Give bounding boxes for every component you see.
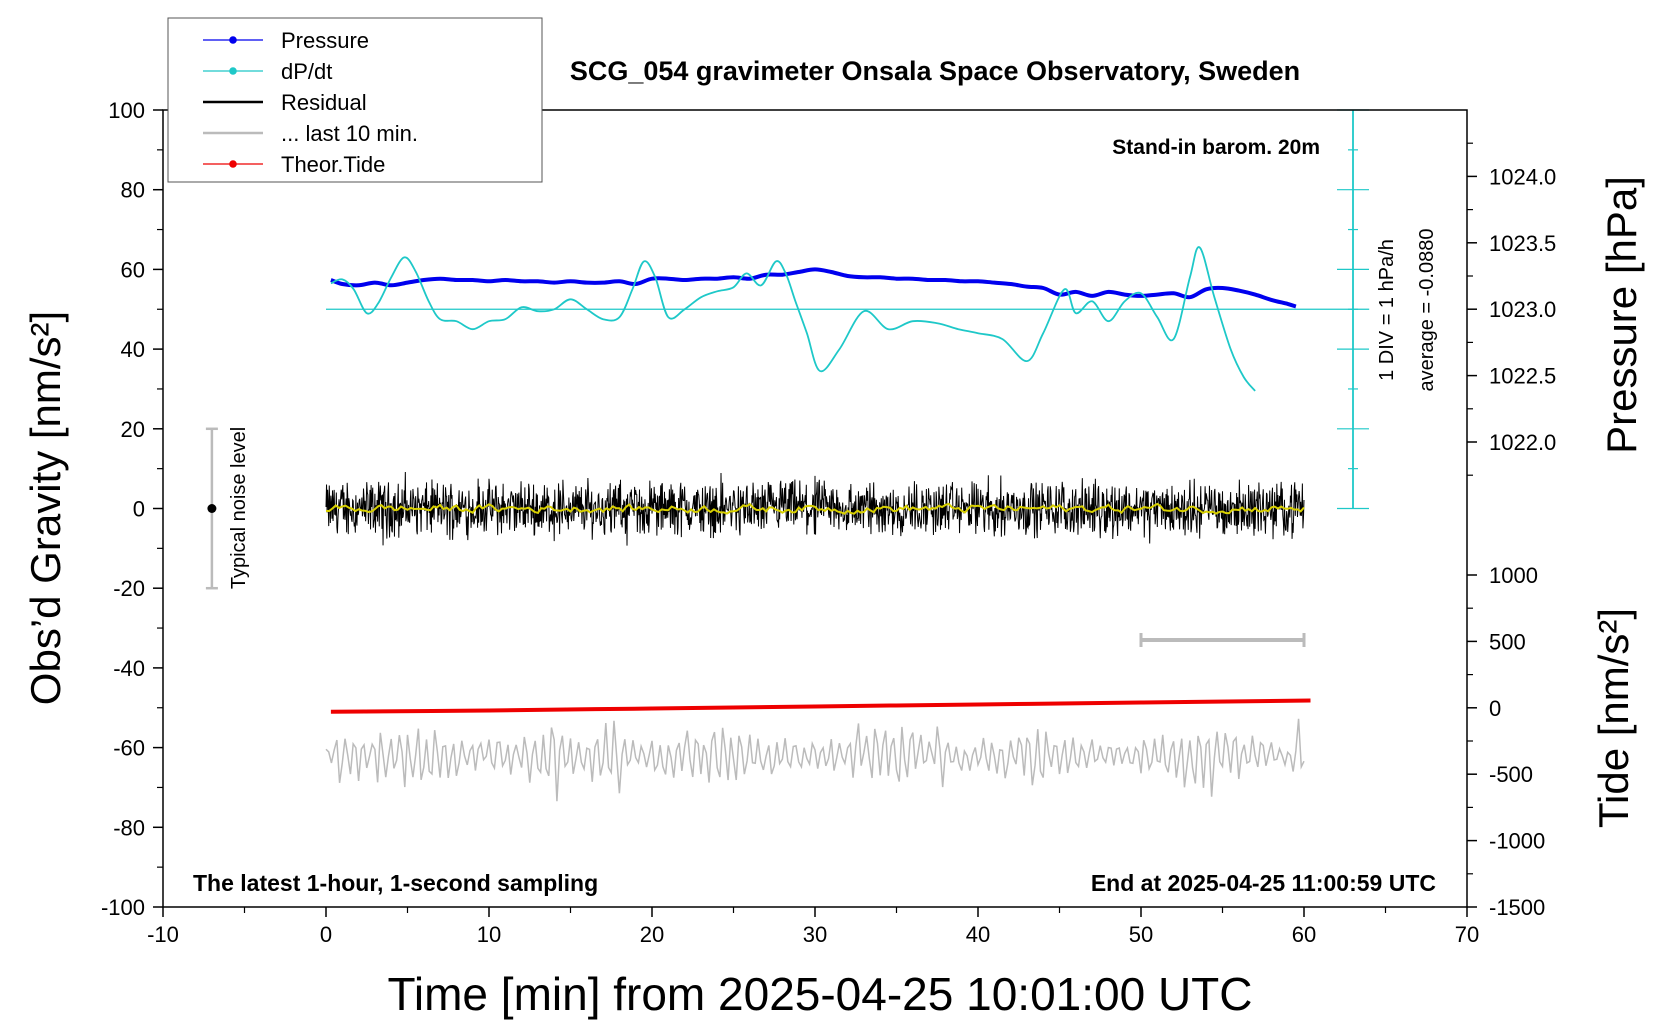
x-tick-label: 10 xyxy=(477,922,501,947)
legend-label: dP/dt xyxy=(281,59,332,84)
x-tick-label: 30 xyxy=(803,922,827,947)
chart-title: SCG_054 gravimeter Onsala Space Observat… xyxy=(570,56,1300,86)
legend-label: ... last 10 min. xyxy=(281,121,418,146)
pressure-tick-label: 1023.0 xyxy=(1489,297,1556,322)
legend-marker xyxy=(229,67,237,75)
residual-smoothed-line xyxy=(325,502,1305,515)
sampling-note: The latest 1-hour, 1-second sampling xyxy=(193,870,598,896)
y-tick-label: -60 xyxy=(113,736,145,761)
legend-label: Pressure xyxy=(281,28,369,53)
x-axis-label: Time [min] from 2025-04-25 10:01:00 UTC xyxy=(388,968,1253,1020)
legend-box xyxy=(167,17,543,183)
tide-tick-label: 500 xyxy=(1489,629,1526,654)
legend: Pressure dP/dt Residual ... last 10 min. The… xyxy=(167,17,543,183)
last-10-min-line xyxy=(325,718,1305,802)
tide-tick-label: 0 xyxy=(1489,696,1501,721)
pressure-tick-label: 1022.5 xyxy=(1489,364,1556,389)
residual-line xyxy=(325,471,1305,546)
dpdt-division-label: 1 DIV = 1 hPa/h xyxy=(1376,239,1398,381)
y-axis-label-tide: Tide [nm/s²] xyxy=(1590,608,1637,828)
pressure-tick-label: 1024.0 xyxy=(1489,164,1556,189)
noise-level-label: Typical noise level xyxy=(228,427,250,589)
legend-label: Theor.Tide xyxy=(281,152,385,177)
x-tick-label: 0 xyxy=(320,922,332,947)
axes: -10 0 10 20 30 40 50 60 70100806040200-20-40-60-… xyxy=(101,98,1556,947)
tide-tick-label: -1000 xyxy=(1489,829,1545,854)
theor-tide-line xyxy=(330,698,1311,714)
x-tick-label: 50 xyxy=(1129,922,1153,947)
y-tick-label: -40 xyxy=(113,656,145,681)
y-tick-label: 60 xyxy=(121,257,145,282)
pressure-line xyxy=(330,267,1297,309)
x-tick-label: 60 xyxy=(1292,922,1316,947)
x-tick-label: -10 xyxy=(147,922,179,947)
dpdt-average-label: average = -0.0880 xyxy=(1416,229,1438,392)
y-tick-label: -80 xyxy=(113,815,145,840)
y-axis-label-gravity: Obs’d Gravity [nm/s²] xyxy=(22,311,69,705)
dp-dt-line xyxy=(330,246,1256,392)
y-tick-label: 0 xyxy=(133,497,145,522)
legend-marker xyxy=(229,36,237,44)
x-tick-label: 40 xyxy=(966,922,990,947)
y-tick-label: 80 xyxy=(121,178,145,203)
y-tick-label: 40 xyxy=(121,337,145,362)
y-tick-label: -100 xyxy=(101,895,145,920)
y-tick-label: 20 xyxy=(121,417,145,442)
noise-bar-center xyxy=(207,504,217,513)
traces xyxy=(205,109,1370,802)
y-tick-label: 100 xyxy=(108,98,145,123)
tide-tick-label: -500 xyxy=(1489,762,1533,787)
y-tick-label: -20 xyxy=(113,576,145,601)
legend-label: Residual xyxy=(281,90,367,115)
y-axis-label-pressure: Pressure [hPa] xyxy=(1598,176,1645,454)
tide-tick-label: -1500 xyxy=(1489,895,1545,920)
pressure-tick-label: 1022.0 xyxy=(1489,430,1556,455)
x-tick-label: 70 xyxy=(1455,922,1479,947)
stand-in-barometer-note: Stand-in barom. 20m xyxy=(1112,136,1320,159)
pressure-tick-label: 1023.5 xyxy=(1489,231,1556,256)
x-tick-label: 20 xyxy=(640,922,664,947)
legend-marker xyxy=(229,160,237,168)
end-time-note: End at 2025-04-25 11:00:59 UTC xyxy=(1091,870,1436,896)
tide-tick-label: 1000 xyxy=(1489,563,1538,588)
